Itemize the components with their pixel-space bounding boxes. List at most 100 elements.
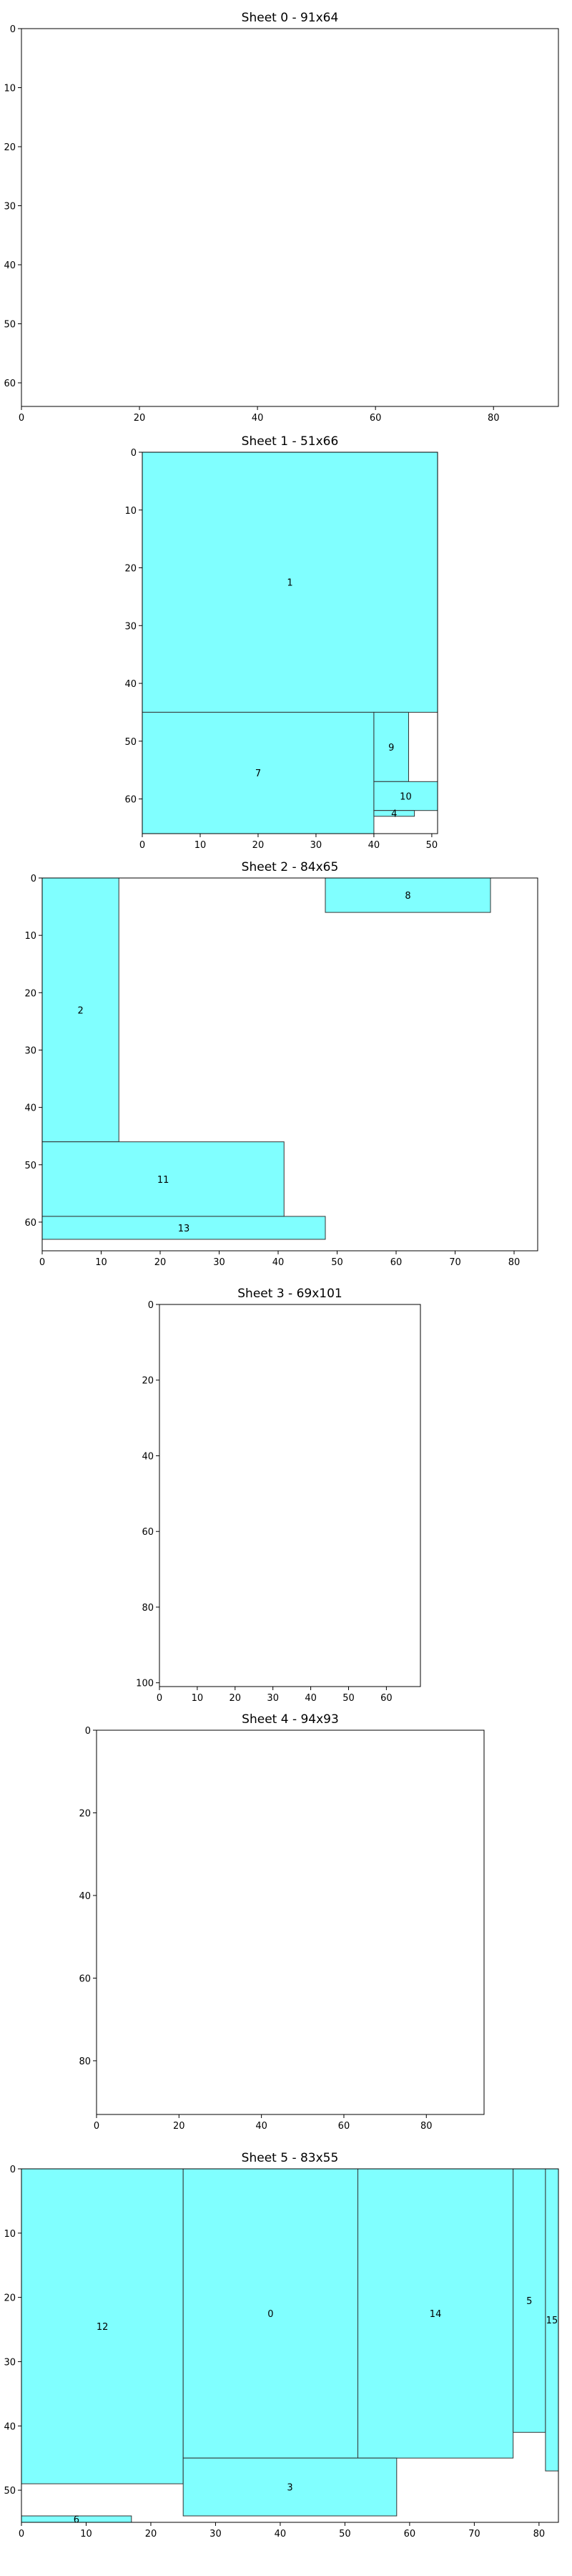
rect-label-3: 3 bbox=[287, 2483, 292, 2494]
x-tick-label-50: 50 bbox=[426, 840, 438, 851]
placed-rect-8 bbox=[325, 877, 491, 913]
sheet-panel-2: Sheet 2 - 84x65 2 8 11 13 0 10 20 30 40 50 60 70 80 0 1… bbox=[24, 860, 538, 1268]
y-tick-label-20: 20 bbox=[124, 564, 137, 575]
y-tick-label-40: 40 bbox=[24, 1103, 36, 1114]
y-tick-label-20: 20 bbox=[4, 2293, 16, 2304]
sheet-title: Sheet 5 - 83x55 bbox=[242, 2151, 339, 2165]
x-tick-label-50: 50 bbox=[342, 1693, 355, 1704]
sheet-title: Sheet 4 - 94x93 bbox=[242, 1712, 339, 1727]
y-tick-label-10: 10 bbox=[4, 2229, 16, 2240]
x-tick-label-0: 0 bbox=[94, 2121, 99, 2132]
placed-rect-4 bbox=[373, 810, 415, 817]
y-tick-label-50: 50 bbox=[4, 2486, 16, 2497]
placed-rect-9 bbox=[373, 711, 410, 782]
y-tick-label-0: 0 bbox=[85, 1726, 91, 1737]
y-tick-label-10: 10 bbox=[124, 506, 137, 517]
x-tick-label-20: 20 bbox=[145, 2529, 157, 2540]
y-tick-label-60: 60 bbox=[124, 795, 137, 806]
placed-rect-0 bbox=[182, 2168, 359, 2459]
x-tick-label-40: 40 bbox=[275, 2529, 287, 2540]
y-tick-label-60: 60 bbox=[4, 379, 16, 389]
sheet-frame bbox=[159, 1304, 421, 1687]
x-tick-label-70: 70 bbox=[449, 1257, 461, 1268]
x-tick-label-80: 80 bbox=[420, 2121, 433, 2132]
y-tick-label-0: 0 bbox=[148, 1300, 154, 1311]
sheet-title: Sheet 1 - 51x66 bbox=[242, 434, 339, 449]
sheet-title: Sheet 2 - 84x65 bbox=[242, 860, 339, 874]
x-tick-label-30: 30 bbox=[209, 2529, 222, 2540]
y-tick-label-50: 50 bbox=[24, 1161, 36, 1171]
placed-rect-7 bbox=[142, 711, 375, 834]
x-tick-label-80: 80 bbox=[508, 1257, 521, 1268]
x-tick-label-40: 40 bbox=[305, 1693, 317, 1704]
x-tick-label-40: 40 bbox=[252, 413, 264, 424]
rect-label-0: 0 bbox=[267, 2309, 273, 2320]
rect-label-2: 2 bbox=[77, 1005, 83, 1016]
y-tick-label-20: 20 bbox=[142, 1376, 154, 1387]
x-tick-label-80: 80 bbox=[533, 2529, 546, 2540]
y-tick-label-20: 20 bbox=[4, 142, 16, 153]
x-tick-label-20: 20 bbox=[230, 1693, 242, 1704]
placed-rect-12 bbox=[21, 2168, 184, 2484]
y-tick-label-20: 20 bbox=[79, 1808, 91, 1819]
x-tick-label-10: 10 bbox=[192, 1693, 204, 1704]
rect-label-7: 7 bbox=[255, 769, 261, 779]
y-tick-label-0: 0 bbox=[10, 24, 16, 35]
y-tick-label-40: 40 bbox=[124, 679, 137, 690]
placed-rect-2 bbox=[41, 877, 119, 1143]
y-tick-label-40: 40 bbox=[142, 1451, 154, 1462]
x-tick-label-20: 20 bbox=[173, 2121, 185, 2132]
y-tick-label-80: 80 bbox=[142, 1603, 154, 1614]
y-tick-label-0: 0 bbox=[31, 874, 36, 884]
placed-rect-11 bbox=[41, 1141, 285, 1217]
rect-label-4: 4 bbox=[391, 809, 397, 820]
placed-rect-3 bbox=[182, 2457, 398, 2517]
x-tick-label-10: 10 bbox=[80, 2529, 92, 2540]
y-tick-label-10: 10 bbox=[24, 931, 36, 942]
sheet-frame bbox=[142, 452, 438, 834]
y-tick-label-40: 40 bbox=[4, 2421, 16, 2432]
y-tick-label-60: 60 bbox=[142, 1527, 154, 1538]
y-tick-label-100: 100 bbox=[136, 1679, 154, 1689]
x-tick-label-50: 50 bbox=[339, 2529, 351, 2540]
y-tick-label-30: 30 bbox=[4, 2357, 16, 2368]
rect-label-15: 15 bbox=[546, 2316, 558, 2326]
sheet-frame bbox=[41, 877, 538, 1252]
rect-label-14: 14 bbox=[430, 2309, 442, 2320]
y-tick-label-20: 20 bbox=[24, 988, 36, 999]
x-tick-label-60: 60 bbox=[404, 2529, 416, 2540]
x-tick-label-20: 20 bbox=[154, 1257, 167, 1268]
rect-label-13: 13 bbox=[178, 1224, 190, 1234]
sheet-frame bbox=[21, 2168, 559, 2523]
placed-rect-1 bbox=[142, 452, 438, 713]
x-tick-label-20: 20 bbox=[134, 413, 146, 424]
sheet-title: Sheet 3 - 69x101 bbox=[237, 1287, 342, 1301]
sheet-frame bbox=[21, 28, 559, 407]
placed-rect-14 bbox=[358, 2168, 514, 2459]
x-tick-label-0: 0 bbox=[19, 2529, 24, 2540]
y-tick-label-30: 30 bbox=[124, 621, 137, 632]
x-tick-label-40: 40 bbox=[255, 2121, 267, 2132]
x-tick-label-0: 0 bbox=[157, 1693, 162, 1704]
y-tick-label-50: 50 bbox=[4, 320, 16, 331]
x-tick-label-30: 30 bbox=[267, 1693, 279, 1704]
x-tick-label-0: 0 bbox=[19, 413, 24, 424]
y-tick-label-30: 30 bbox=[4, 202, 16, 213]
rect-label-9: 9 bbox=[388, 743, 394, 753]
sheet-panel-3: Sheet 3 - 69x101 0 10 20 30 40 50 60 0 20 40 60 80 10… bbox=[136, 1287, 421, 1704]
y-tick-label-0: 0 bbox=[131, 448, 137, 459]
y-tick-label-60: 60 bbox=[24, 1218, 36, 1229]
x-tick-label-0: 0 bbox=[39, 1257, 45, 1268]
x-tick-label-30: 30 bbox=[213, 1257, 225, 1268]
rect-label-11: 11 bbox=[157, 1175, 169, 1186]
sheet-frame bbox=[96, 1729, 485, 2115]
x-tick-label-10: 10 bbox=[194, 840, 207, 851]
x-tick-label-60: 60 bbox=[380, 1693, 393, 1704]
rect-label-1: 1 bbox=[287, 578, 292, 589]
x-tick-label-80: 80 bbox=[488, 413, 500, 424]
x-tick-label-30: 30 bbox=[310, 840, 322, 851]
sheet-panel-0: Sheet 0 - 91x64 0 20 40 60 80 0 10 20 30 40 50 60 bbox=[4, 11, 559, 424]
